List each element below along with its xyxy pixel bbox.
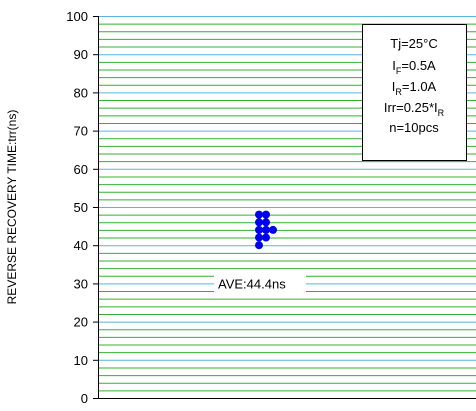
- conditions-line: Tj=25°C: [390, 36, 437, 51]
- data-point: [262, 225, 270, 234]
- data-point: [262, 233, 270, 242]
- axes: [98, 16, 476, 399]
- y-tick-label: 100: [66, 9, 88, 24]
- conditions-line: n=10pcs: [389, 120, 439, 135]
- data-point: [255, 225, 263, 234]
- y-tick-label: 50: [74, 200, 88, 215]
- y-axis-label: REVERSE RECOVERY TIME:trr(ns): [5, 110, 19, 305]
- conditions-line: IR=1.0A: [392, 79, 437, 97]
- data-point: [269, 225, 277, 234]
- y-tick-label: 40: [74, 238, 88, 253]
- y-tick-label: 80: [74, 85, 88, 100]
- conditions-box-frame: [362, 24, 467, 161]
- y-tick-label: 20: [74, 315, 88, 330]
- data-points: [255, 210, 277, 250]
- y-tick-label: 10: [74, 353, 88, 368]
- average-annotation-text: AVE:44.4ns: [218, 276, 286, 291]
- conditions-line: IF=0.5A: [392, 58, 436, 76]
- y-tick-labels: 0 10 20 30 40 50 60 70 80 90 100: [66, 9, 98, 406]
- average-annotation: AVE:44.4ns: [214, 274, 306, 293]
- data-point: [255, 210, 263, 219]
- y-tick-label: 0: [81, 391, 88, 406]
- y-tick-label: 90: [74, 47, 88, 62]
- data-point: [262, 210, 270, 219]
- average-annotation-background: [214, 274, 306, 293]
- data-point: [262, 218, 270, 227]
- y-tick-label: 30: [74, 276, 88, 291]
- data-point: [255, 233, 263, 242]
- data-point: [255, 218, 263, 227]
- y-tick-label: 60: [74, 162, 88, 177]
- y-tick-label: 70: [74, 124, 88, 139]
- conditions-box: Tj=25°C IF=0.5A IR=1.0A Irr=0.25*IR n=10pcs: [362, 24, 467, 161]
- data-point: [255, 241, 263, 250]
- conditions-line: Irr=0.25*IR: [384, 100, 445, 118]
